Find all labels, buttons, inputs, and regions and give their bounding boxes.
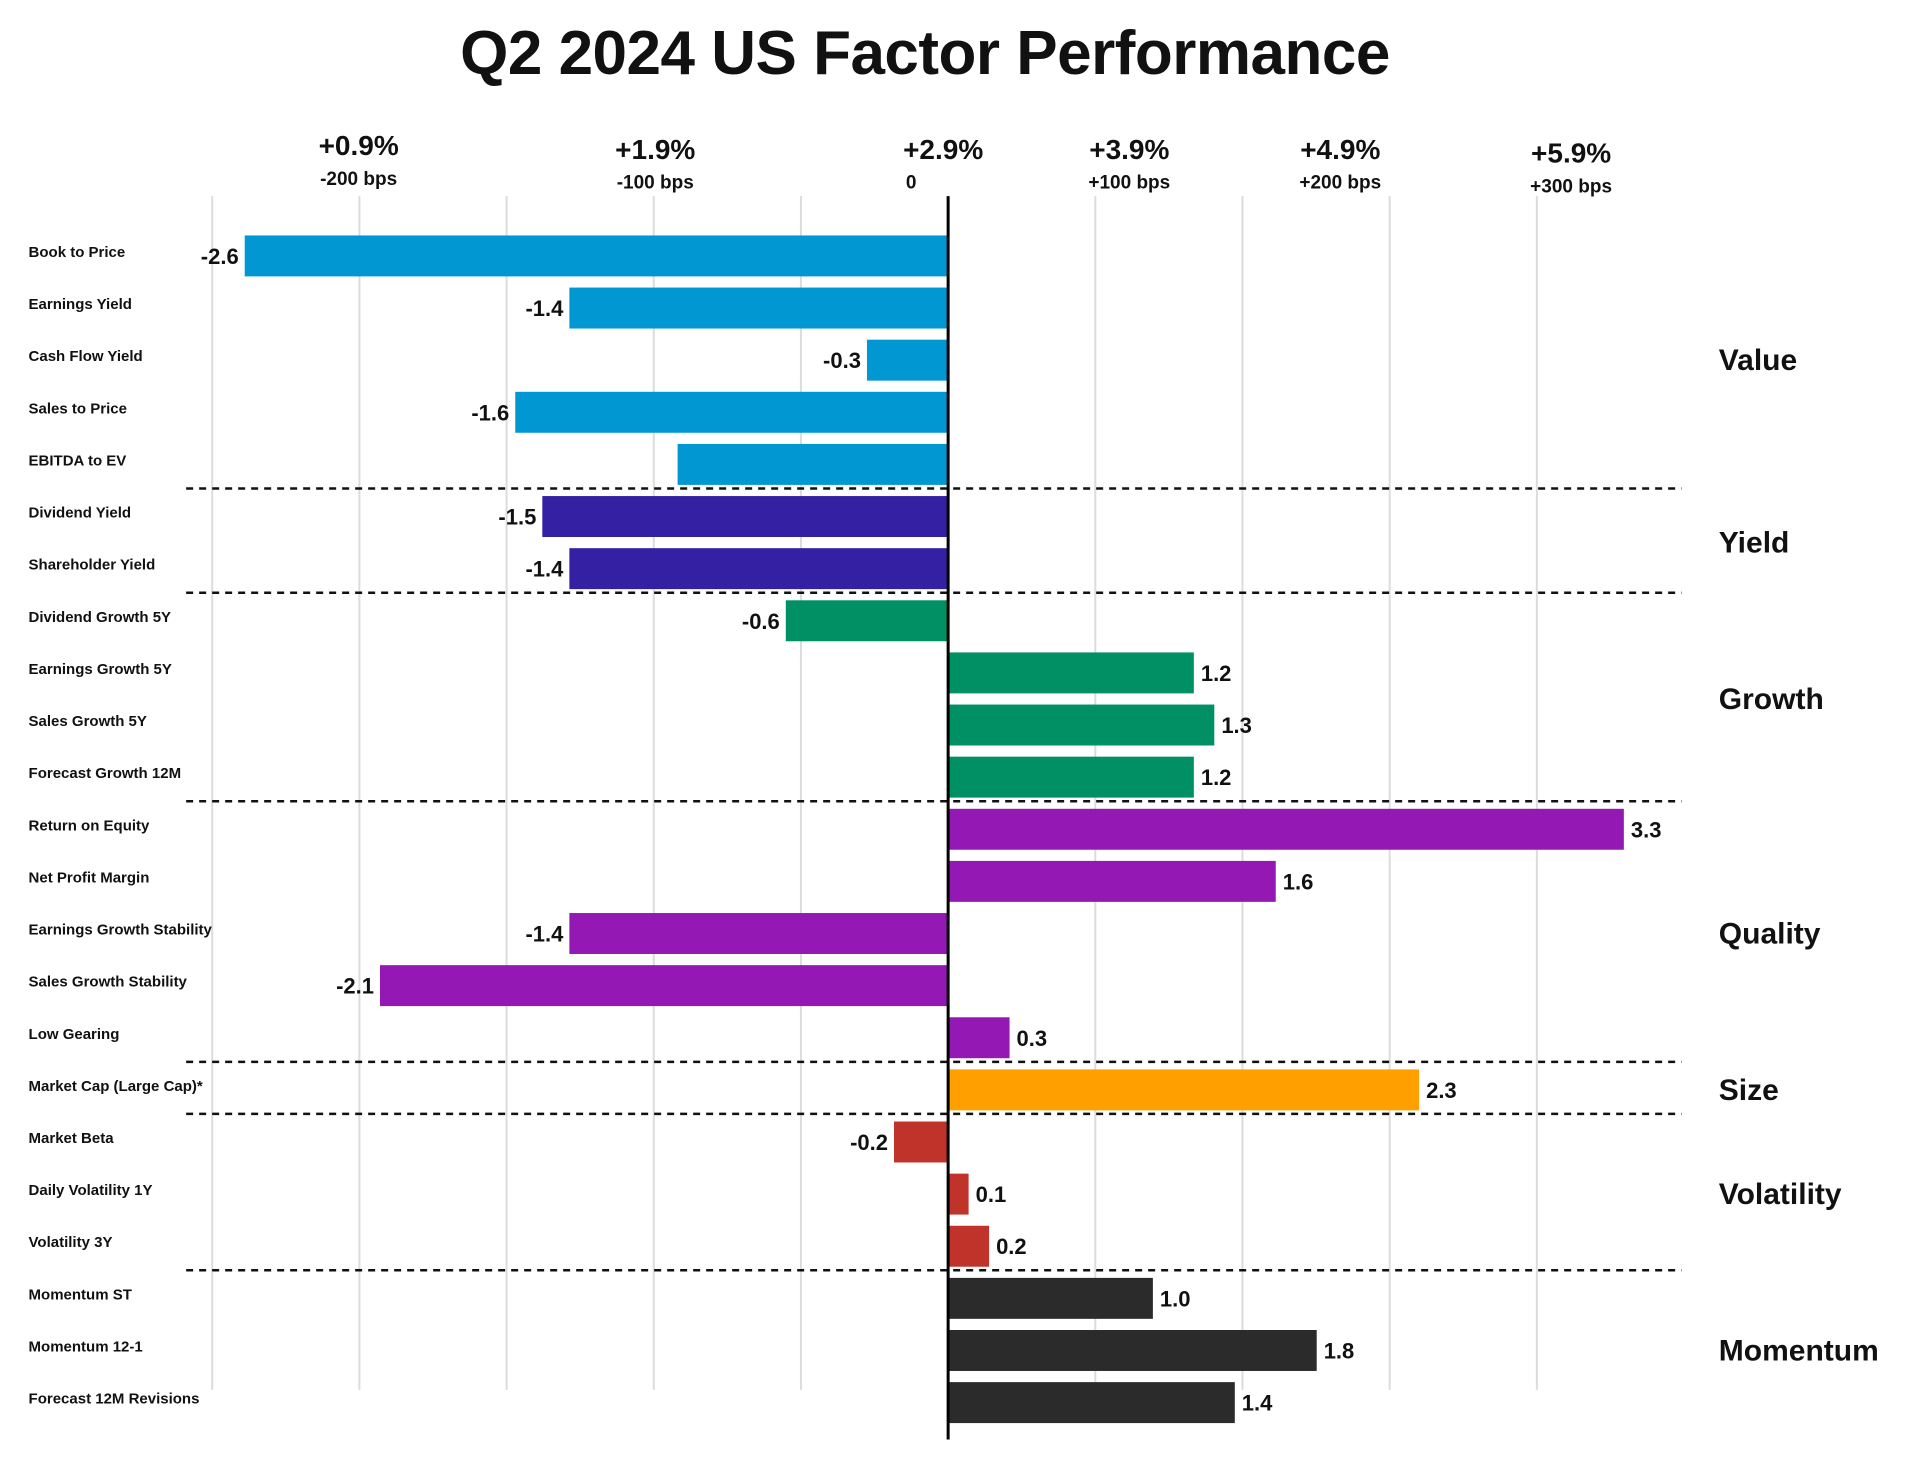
data-label: 2.3 <box>1426 1078 1457 1103</box>
bar <box>569 913 949 954</box>
data-label: 0.2 <box>996 1234 1027 1259</box>
data-label: 1.8 <box>1324 1338 1355 1363</box>
data-label: -1.4 <box>525 296 564 321</box>
bar <box>542 496 949 538</box>
bar <box>569 548 949 590</box>
row-label: Volatility 3Y <box>29 1234 113 1251</box>
data-label: -0.3 <box>823 348 861 373</box>
row-label: EBITDA to EV <box>29 452 127 469</box>
row-label: Forecast 12M Revisions <box>29 1391 200 1408</box>
group-label: Size <box>1719 1074 1779 1107</box>
x-tick-label-pct: +1.9% <box>615 134 695 165</box>
x-tick-label-pct: +5.9% <box>1531 138 1611 169</box>
bar <box>569 287 949 329</box>
data-label: -0.2 <box>850 1130 888 1155</box>
row-label: Earnings Yield <box>29 296 132 313</box>
bar <box>894 1121 949 1163</box>
row-label: Sales to Price <box>29 400 127 417</box>
x-tick-label-bps: +300 bps <box>1530 176 1612 197</box>
row-label: Earnings Growth 5Y <box>29 661 172 678</box>
bar <box>515 391 949 433</box>
data-label: 1.2 <box>1201 661 1232 686</box>
bar <box>948 1382 1235 1424</box>
row-label: Cash Flow Yield <box>29 348 143 365</box>
bar <box>948 1017 1010 1059</box>
data-label: 0.3 <box>1017 1026 1048 1051</box>
bar <box>948 808 1624 850</box>
row-label: Momentum ST <box>29 1286 132 1303</box>
data-label: -1.5 <box>498 505 536 530</box>
group-label: Volatility <box>1719 1178 1842 1211</box>
chart-title: Q2 2024 US Factor Performance <box>460 19 1390 88</box>
x-tick-label-pct: +4.9% <box>1300 134 1380 165</box>
bar <box>948 704 1215 746</box>
x-tick-label-pct: +3.9% <box>1089 134 1169 165</box>
bar <box>785 600 949 642</box>
group-label: Value <box>1719 344 1797 377</box>
x-tick-label-bps: -100 bps <box>617 173 694 194</box>
row-label: Book to Price <box>29 244 126 261</box>
row-label: Momentum 12-1 <box>29 1338 143 1355</box>
group-labels: Value Yield Growth Quality Size Volatility Mom… <box>1719 344 1879 1367</box>
bar <box>866 339 949 381</box>
data-label: -2.1 <box>336 974 374 999</box>
data-label: -1.4 <box>525 557 564 582</box>
data-label: 1.3 <box>1221 713 1252 738</box>
group-label: Momentum <box>1719 1334 1879 1367</box>
data-label: 1.4 <box>1242 1391 1273 1416</box>
data-label: 0.1 <box>976 1182 1007 1207</box>
data-label: -2.6 <box>201 244 239 269</box>
x-tick-label-bps: +100 bps <box>1088 173 1170 194</box>
row-label: Dividend Yield <box>29 505 132 522</box>
group-label: Quality <box>1719 918 1821 951</box>
x-tick-label-bps: -200 bps <box>320 169 397 190</box>
group-label: Yield <box>1719 527 1790 560</box>
data-label: -1.4 <box>525 922 564 947</box>
x-tick-label-bps: +200 bps <box>1299 173 1381 194</box>
row-label: Market Beta <box>29 1130 115 1147</box>
row-labels: Book to Price Earnings Yield Cash Flow Yie… <box>29 244 213 1408</box>
row-label: Return on Equity <box>29 817 150 834</box>
bar <box>948 652 1194 694</box>
x-tick-label-pct: +2.9% <box>903 134 983 165</box>
x-tick-label-bps: 0 <box>906 173 917 194</box>
row-label: Net Profit Margin <box>29 869 150 886</box>
bar <box>948 860 1276 902</box>
data-label: 3.3 <box>1631 817 1662 842</box>
row-label: Low Gearing <box>29 1026 120 1043</box>
bar <box>948 1173 969 1215</box>
data-label: 1.0 <box>1160 1286 1191 1311</box>
group-separators <box>186 487 1682 1272</box>
x-axis-ticks: +0.9% -200 bps +1.9% -100 bps +2.9% 0 +3.9% +10… <box>319 130 1612 197</box>
bar <box>948 756 1194 798</box>
bar <box>948 1330 1317 1371</box>
group-label: Growth <box>1719 683 1824 716</box>
row-label: Forecast Growth 12M <box>29 765 182 782</box>
bar <box>948 1069 1420 1111</box>
bar <box>948 1277 1153 1319</box>
bar <box>677 443 949 485</box>
data-label: -1.6 <box>471 400 509 425</box>
row-label: Earnings Growth Stability <box>29 922 213 939</box>
data-label: -0.6 <box>742 609 780 634</box>
row-label: Shareholder Yield <box>29 557 156 574</box>
row-label: Market Cap (Large Cap)* <box>29 1078 203 1095</box>
bar <box>244 235 949 277</box>
data-label: 1.2 <box>1201 765 1232 790</box>
row-label: Dividend Growth 5Y <box>29 609 172 626</box>
bars: -2.6 -1.4 -0.3 -1.6 -1.5 -1.4 -0.6 1.2 1.3 1.2 3.3… <box>201 235 1662 1424</box>
bar <box>948 1225 990 1267</box>
row-label: Sales Growth 5Y <box>29 713 147 730</box>
data-label: 1.6 <box>1283 869 1314 894</box>
x-tick-label-pct: +0.9% <box>319 130 399 161</box>
row-label: Daily Volatility 1Y <box>29 1182 153 1199</box>
row-label: Sales Growth Stability <box>29 974 188 991</box>
bar <box>379 965 949 1007</box>
